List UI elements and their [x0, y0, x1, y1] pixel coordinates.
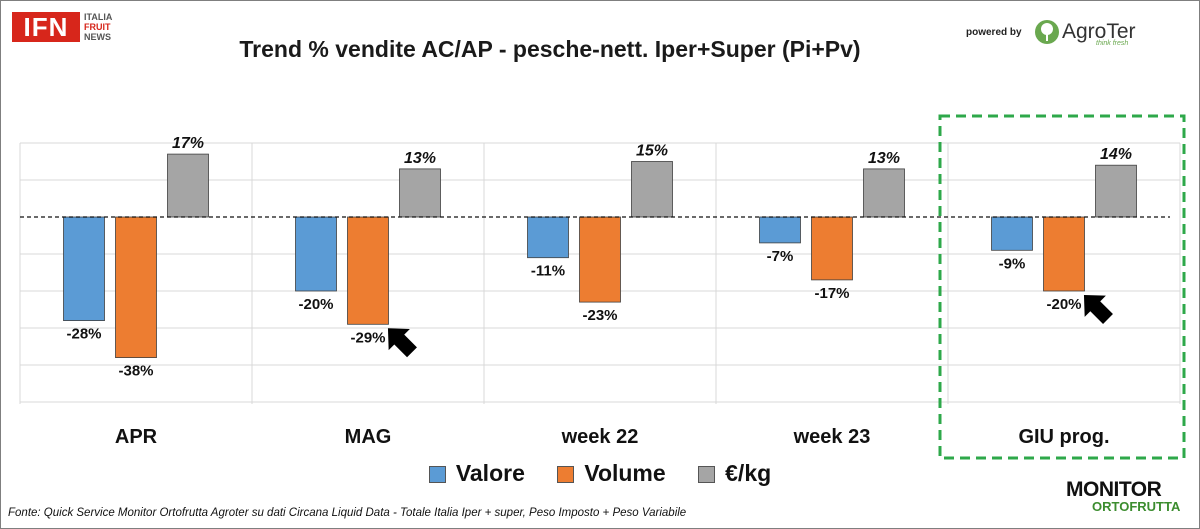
legend-swatch	[698, 466, 716, 484]
bar-kg-apr	[167, 153, 209, 218]
ifn-logo-word: FRUIT	[84, 22, 111, 32]
legend-item-prezzo: €/kg	[698, 460, 771, 487]
category-label: MAG	[345, 426, 392, 448]
data-label: -11%	[531, 263, 565, 280]
monitor-logo-top: MONITOR	[1066, 478, 1162, 501]
data-label: -9%	[999, 255, 1026, 272]
powered-by-label: powered by	[966, 27, 1022, 38]
legend-item-volume: Volume	[557, 460, 666, 487]
data-label: -28%	[66, 326, 101, 343]
legend-label: €/kg	[725, 460, 772, 486]
data-label: 14%	[1100, 146, 1132, 163]
monitor-logo-bottom: ORTOFRUTTA	[1092, 499, 1181, 514]
ifn-logo: IFN ITALIA FRUIT NEWS	[12, 12, 132, 46]
data-label: -29%	[350, 329, 385, 346]
legend-item-valore: Valore	[428, 460, 525, 487]
bar-valore-giuprog	[991, 216, 1033, 251]
legend-label: Volume	[584, 460, 666, 486]
bar-volume-week22	[579, 216, 621, 303]
bar-valore-mag	[295, 216, 337, 292]
monitor-ortofrutta-logo: MONITOR ORTOFRUTTA	[1066, 478, 1188, 522]
agroter-logo-name: AgroTer	[1062, 20, 1136, 43]
bar-kg-week23	[863, 168, 905, 218]
bar-valore-week22	[527, 216, 569, 259]
category-label: GIU prog.	[1018, 426, 1109, 448]
data-label: -17%	[814, 285, 849, 302]
ifn-logo-word: ITALIA	[84, 12, 113, 22]
bar-valore-apr	[63, 216, 105, 321]
legend-label: Valore	[455, 460, 525, 486]
bar-volume-mag	[347, 216, 389, 325]
data-label: 13%	[868, 150, 900, 167]
category-label: APR	[115, 426, 158, 448]
ifn-logo-word: NEWS	[84, 32, 111, 42]
bar-kg-week22	[631, 161, 673, 218]
ifn-logo-words: ITALIA FRUIT NEWS	[84, 12, 112, 42]
category-label: week 22	[561, 426, 639, 448]
tree-icon	[1035, 20, 1059, 44]
data-label: 15%	[636, 143, 668, 160]
data-label: -7%	[767, 248, 794, 265]
agroter-logo-tagline: think fresh	[1096, 40, 1129, 47]
source-note: Fonte: Quick Service Monitor Ortofrutta …	[8, 507, 687, 519]
data-label: -23%	[582, 307, 617, 324]
bar-volume-week23	[811, 216, 853, 281]
data-label: -20%	[1046, 296, 1081, 313]
arrow-icon	[1083, 294, 1113, 324]
data-label: 17%	[172, 135, 204, 152]
ifn-logo-mark: IFN	[12, 12, 80, 42]
chart-legend: Valore Volume €/kg	[0, 460, 1200, 487]
arrow-icon-shape	[387, 328, 417, 358]
chart-title: Trend % vendite AC/AP - pesche-nett. Ipe…	[239, 36, 861, 62]
category-label: week 23	[793, 426, 871, 448]
data-label: -38%	[118, 363, 153, 380]
data-label: 13%	[404, 150, 436, 167]
arrow-icon	[387, 328, 417, 358]
legend-swatch	[428, 466, 446, 484]
bar-kg-mag	[399, 168, 441, 218]
arrow-icon-shape	[1083, 294, 1113, 324]
highlight-box	[938, 114, 1186, 460]
legend-swatch	[557, 466, 575, 484]
bar-valore-week23	[759, 216, 801, 244]
data-label: -20%	[298, 296, 333, 313]
bar-volume-apr	[115, 216, 157, 359]
bar-kg-giuprog	[1095, 164, 1137, 218]
bar-volume-giuprog	[1043, 216, 1085, 292]
